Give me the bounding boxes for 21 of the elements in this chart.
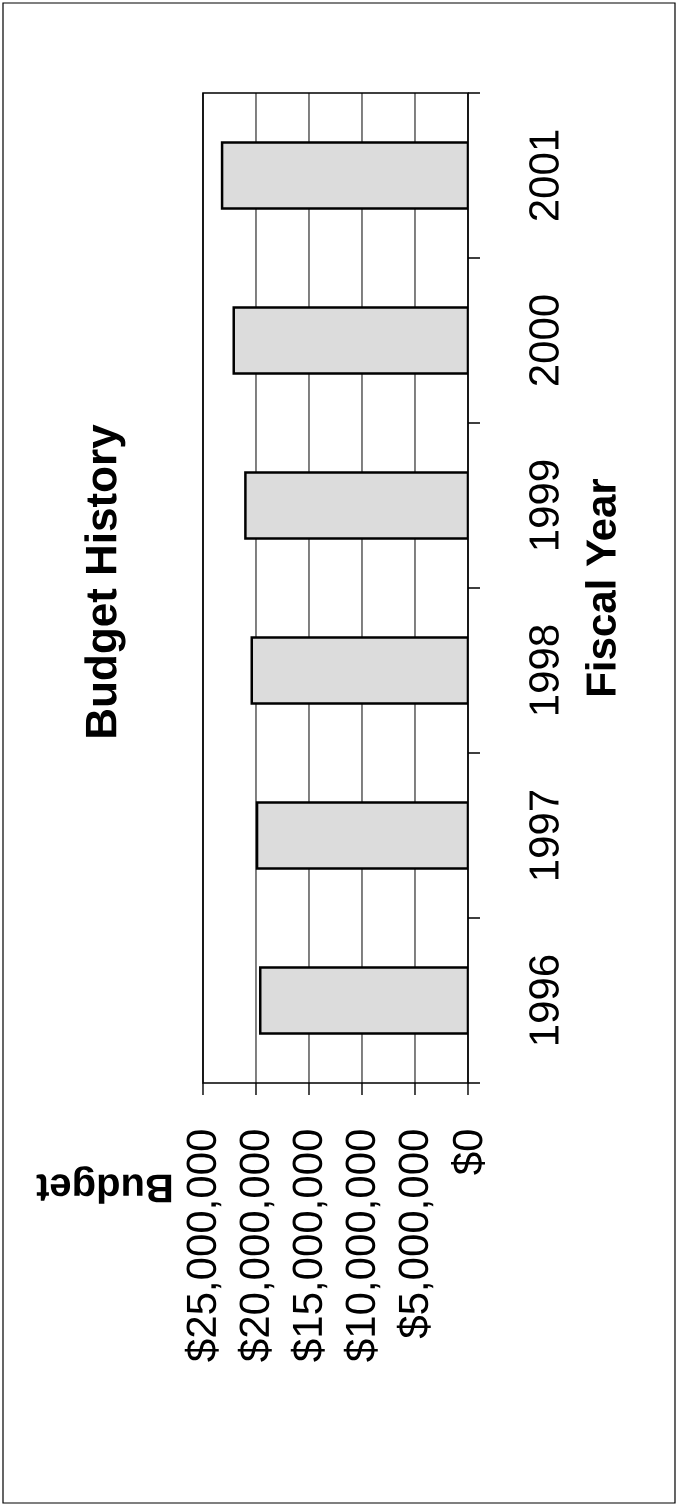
y-tick-label: 1997 (529, 790, 559, 880)
bar (244, 471, 468, 540)
text: Budget History (84, 424, 126, 737)
y-tick-label: 1996 (529, 955, 559, 1045)
x-tick-label: $10,000,000 (343, 1130, 381, 1362)
bar (232, 306, 468, 375)
x-tick-label: $5,000,000 (396, 1130, 434, 1339)
bar (258, 966, 468, 1035)
y-tick-label: 1998 (529, 625, 559, 715)
x-tick-label: $15,000,000 (290, 1130, 328, 1362)
y-tick-label: 1999 (529, 460, 559, 550)
x-tick-label: $25,000,000 (184, 1130, 222, 1362)
x-axis-title: Budget (36, 1166, 172, 1204)
bar (255, 801, 468, 870)
y-axis-title: Fiscal Year (585, 478, 616, 695)
y-tick-label: 2000 (529, 295, 559, 386)
y-tick-label: 2001 (529, 130, 559, 221)
bar (220, 141, 468, 210)
bar (250, 636, 468, 705)
x-tick-label: $20,000,000 (237, 1130, 275, 1362)
x-tick-label: $0 (450, 1130, 485, 1175)
